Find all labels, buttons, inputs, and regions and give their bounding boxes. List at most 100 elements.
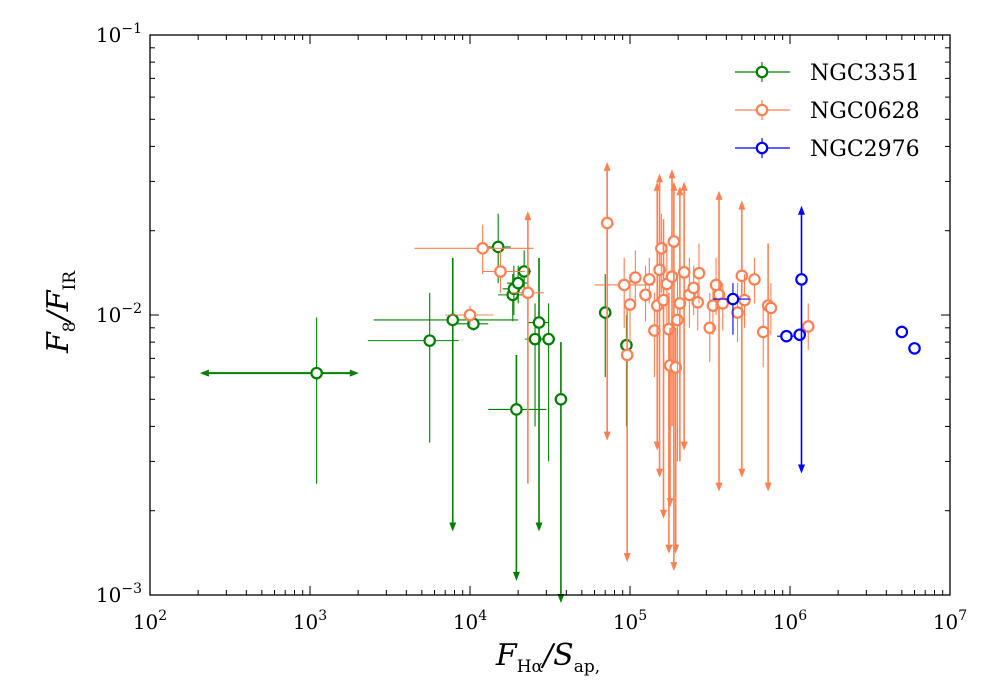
data-point (748, 257, 761, 304)
data-marker (671, 313, 684, 327)
data-point (703, 292, 717, 362)
data-point (908, 342, 921, 355)
data-marker (669, 361, 682, 374)
series-ngc3351 (199, 213, 633, 603)
data-marker (542, 332, 555, 346)
data-marker (691, 296, 705, 309)
data-marker (494, 265, 507, 278)
legend: NGC3351 NGC0628 NGC2976 (735, 61, 920, 162)
series-ngc2976 (712, 205, 921, 474)
error-arrow (798, 464, 806, 474)
error-arrow (715, 190, 723, 200)
data-marker (716, 297, 730, 310)
data-point (629, 250, 642, 304)
error-arrow (680, 441, 688, 451)
data-point (761, 243, 775, 492)
data-point (793, 328, 807, 342)
data-marker (726, 292, 740, 306)
data-point (642, 257, 656, 304)
data-point (445, 305, 494, 326)
data-point (373, 257, 519, 532)
y-tick-label: 10−2 (96, 301, 142, 327)
data-point (677, 181, 691, 451)
data-marker (653, 263, 666, 277)
data-marker (639, 288, 652, 302)
data-point (639, 265, 652, 322)
data-marker (617, 278, 631, 292)
data-point (600, 161, 614, 441)
error-arrow (672, 544, 680, 554)
data-marker (511, 276, 525, 290)
error-arrow (798, 205, 806, 215)
error-arrow (449, 522, 457, 532)
data-marker (463, 308, 477, 322)
error-arrow (623, 553, 631, 563)
data-marker (703, 321, 717, 335)
data-point (692, 243, 706, 304)
series-ngc0628 (414, 161, 815, 572)
error-arrow (670, 562, 678, 572)
legend-label: NGC2976 (810, 137, 920, 162)
error-arrow (764, 482, 772, 492)
data-marker (521, 286, 535, 300)
data-marker (510, 403, 523, 416)
error-arrow (199, 369, 209, 377)
data-point (488, 354, 547, 581)
data-marker (738, 293, 751, 307)
data-point (541, 303, 556, 462)
data-marker (756, 325, 770, 339)
y-axis-label: F8/FIR (41, 270, 80, 354)
error-arrow (512, 571, 520, 581)
data-marker (623, 298, 637, 311)
data-point (735, 200, 749, 478)
error-arrow (668, 169, 676, 179)
data-point (367, 292, 459, 443)
x-tick-label: 105 (613, 608, 647, 634)
legend-marker (755, 103, 769, 117)
data-marker (673, 297, 687, 310)
data-marker (895, 325, 909, 339)
data-marker (600, 216, 614, 230)
data-point (554, 342, 568, 603)
error-arrow (660, 509, 668, 519)
data-marker (642, 273, 656, 286)
data-marker (528, 332, 542, 346)
error-arrow (656, 468, 664, 478)
data-marker (310, 366, 323, 380)
legend-marker (755, 65, 769, 79)
y-tick-label: 10−1 (96, 21, 142, 47)
data-point (731, 283, 744, 343)
data-point (669, 327, 682, 554)
data-marker (423, 334, 437, 347)
x-axis-label: FHα/Sap, (495, 638, 600, 677)
data-marker (665, 270, 679, 284)
data-marker (706, 299, 720, 312)
error-arrow (535, 522, 543, 532)
error-arrow (603, 161, 611, 171)
legend-entry-ngc2976: NGC2976 (735, 137, 920, 162)
data-point (598, 274, 612, 378)
error-arrow (738, 468, 746, 478)
data-point (691, 283, 705, 331)
data-marker (532, 316, 546, 329)
data-point (510, 211, 544, 484)
data-marker (598, 306, 612, 319)
data-marker (908, 342, 921, 355)
data-marker (801, 320, 815, 333)
data-point (199, 317, 359, 484)
error-arrow (524, 211, 532, 221)
data-marker (692, 266, 706, 280)
error-arrow (676, 186, 684, 196)
error-arrow (656, 173, 664, 183)
data-point (623, 274, 637, 343)
legend-entry-ngc3351: NGC3351 (735, 61, 920, 86)
data-point (801, 303, 815, 350)
data-point (716, 283, 730, 331)
data-point (620, 303, 634, 563)
error-arrow (715, 482, 723, 492)
error-arrow (603, 431, 611, 441)
data-marker (491, 240, 505, 254)
data-marker (667, 235, 681, 248)
data-point (712, 190, 726, 492)
error-arrow (738, 200, 746, 210)
